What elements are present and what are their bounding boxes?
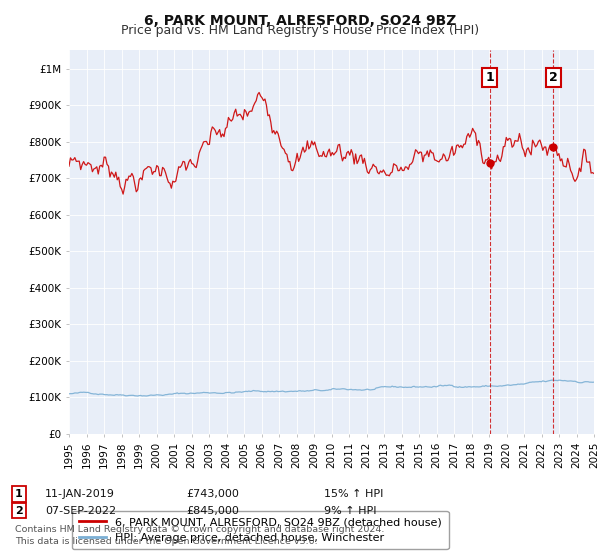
Text: £743,000: £743,000 [186, 489, 239, 499]
Text: 15% ↑ HPI: 15% ↑ HPI [324, 489, 383, 499]
Text: 2: 2 [15, 506, 23, 516]
Text: 6, PARK MOUNT, ALRESFORD, SO24 9BZ: 6, PARK MOUNT, ALRESFORD, SO24 9BZ [144, 14, 456, 28]
Text: 2: 2 [549, 71, 558, 84]
Text: 1: 1 [485, 71, 494, 84]
Legend: 6, PARK MOUNT, ALRESFORD, SO24 9BZ (detached house), HPI: Average price, detache: 6, PARK MOUNT, ALRESFORD, SO24 9BZ (deta… [72, 511, 449, 549]
Text: Price paid vs. HM Land Registry's House Price Index (HPI): Price paid vs. HM Land Registry's House … [121, 24, 479, 37]
Text: 07-SEP-2022: 07-SEP-2022 [45, 506, 116, 516]
Text: 11-JAN-2019: 11-JAN-2019 [45, 489, 115, 499]
Text: 1: 1 [15, 489, 23, 499]
Text: 9% ↑ HPI: 9% ↑ HPI [324, 506, 377, 516]
Text: £845,000: £845,000 [186, 506, 239, 516]
Text: Contains HM Land Registry data © Crown copyright and database right 2024.
This d: Contains HM Land Registry data © Crown c… [15, 525, 385, 546]
